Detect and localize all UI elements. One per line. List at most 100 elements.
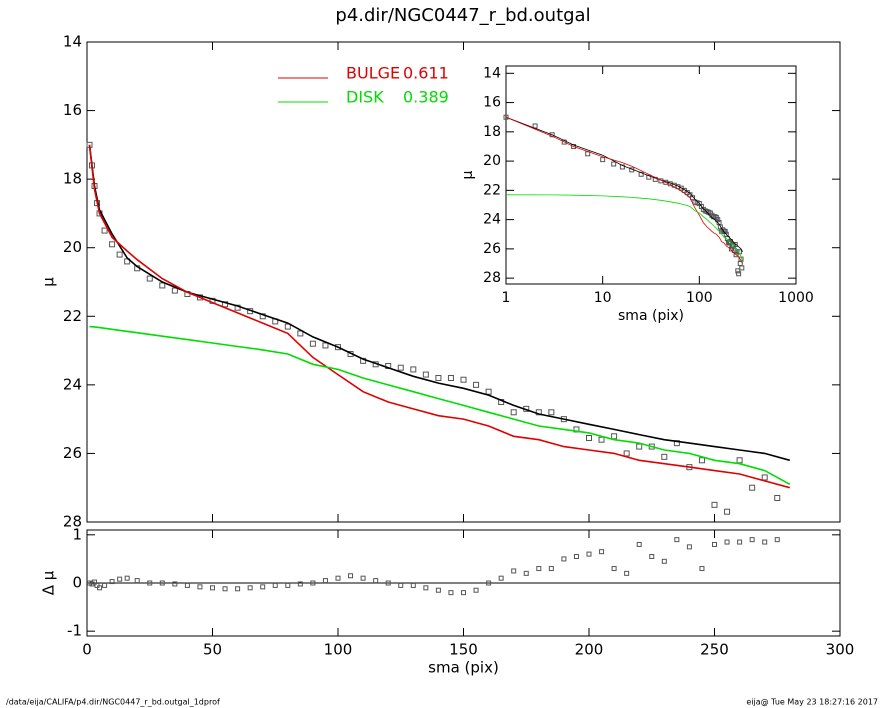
- residual-point: [398, 582, 404, 588]
- residual-point: [235, 586, 241, 592]
- data-point: [711, 501, 718, 508]
- data-point: [435, 375, 442, 381]
- residual-point: [147, 580, 153, 586]
- residual-point: [649, 554, 655, 559]
- residual-point: [335, 575, 341, 581]
- residual-point: [423, 585, 429, 591]
- y-tick-label: 14: [63, 33, 82, 51]
- residual-point: [373, 578, 379, 584]
- residual-point: [661, 558, 667, 564]
- y-tick-label: 24: [63, 375, 82, 393]
- residual-point: [686, 544, 692, 550]
- data-point: [101, 227, 108, 234]
- data-point: [422, 371, 429, 378]
- data-point: [611, 433, 618, 440]
- data-point: [736, 271, 742, 277]
- legend-name: BULGE: [346, 64, 400, 83]
- residual-point: [774, 537, 780, 543]
- x-axis-label: sma (pix): [428, 659, 499, 677]
- data-point: [549, 132, 555, 138]
- residual-point: [674, 537, 680, 543]
- residual-point: [92, 579, 98, 585]
- y-tick-label: 0: [72, 574, 82, 592]
- data-point: [297, 330, 304, 337]
- profile-line: [505, 116, 743, 264]
- residual-point: [322, 578, 328, 584]
- y-tick-label: 18: [63, 170, 82, 188]
- data-point: [736, 457, 743, 464]
- data-point: [561, 139, 567, 145]
- residual-point: [222, 586, 228, 592]
- data-point: [598, 436, 605, 443]
- data-point: [619, 164, 625, 170]
- data-point: [733, 252, 739, 258]
- profile-line: [88, 144, 791, 462]
- data-point: [661, 453, 668, 460]
- profile-line: [505, 116, 743, 252]
- data-point: [698, 457, 705, 464]
- data-point: [284, 323, 291, 330]
- legend-fraction: 0.611: [403, 64, 449, 83]
- footer-right: eija@ Tue May 23 18:27:16 2017: [746, 698, 878, 707]
- data-point: [732, 241, 738, 247]
- residual-point: [184, 582, 190, 588]
- y-tick-label: -1: [67, 622, 82, 640]
- data-point: [397, 364, 404, 371]
- residual-point: [197, 584, 203, 590]
- y-tick-label: 1: [72, 525, 82, 543]
- residual-point: [102, 582, 108, 588]
- data-point: [410, 366, 417, 373]
- y-tick-label: 18: [483, 124, 501, 140]
- data-point: [548, 409, 555, 416]
- y-axis-label: μ: [40, 277, 58, 287]
- data-point: [322, 342, 329, 349]
- x-tick-label: 0: [82, 641, 92, 659]
- residual-point: [172, 581, 178, 587]
- y-tick-label: 20: [63, 238, 82, 256]
- data-point: [761, 474, 768, 481]
- data-point: [636, 443, 643, 450]
- residual-point: [159, 580, 165, 586]
- residual-point: [97, 585, 103, 591]
- residual-point: [310, 580, 316, 586]
- data-point: [503, 114, 509, 120]
- residual-point: [285, 582, 291, 588]
- data-point: [611, 161, 617, 167]
- x-tick-label: 50: [203, 641, 222, 659]
- residual-point: [737, 539, 743, 545]
- x-tick-label: 1: [502, 290, 511, 306]
- data-point: [447, 375, 454, 381]
- residual-point: [272, 582, 278, 588]
- residual-point: [599, 549, 605, 555]
- y-tick-label: 24: [483, 212, 501, 228]
- x-tick-label: 1000: [778, 290, 814, 306]
- residual-point: [109, 579, 115, 585]
- data-point: [159, 282, 166, 289]
- x-tick-label: 100: [324, 641, 353, 659]
- residual-point: [247, 585, 253, 591]
- residual-point: [511, 568, 517, 574]
- data-point: [687, 192, 693, 198]
- data-point: [623, 450, 630, 457]
- x-tick-label: 150: [449, 641, 478, 659]
- data-point: [571, 143, 577, 149]
- legend-fraction: 0.389: [403, 88, 449, 107]
- residual-point: [435, 587, 441, 593]
- data-point: [739, 265, 745, 271]
- data-point: [485, 388, 492, 395]
- y-tick-label: 16: [63, 101, 82, 119]
- data-point: [460, 376, 467, 383]
- residual-point: [117, 576, 123, 582]
- residual-point: [297, 581, 303, 587]
- residual-point: [586, 551, 592, 557]
- data-point: [715, 217, 721, 223]
- data-point: [774, 495, 781, 501]
- y-tick-label: 26: [483, 241, 501, 257]
- residual-point: [134, 578, 140, 584]
- profile-line: [88, 144, 791, 489]
- residual-point: [360, 575, 366, 581]
- data-point: [309, 340, 316, 347]
- y-tick-label: 14: [483, 65, 501, 81]
- y-tick-label: 22: [63, 307, 82, 325]
- residual-point: [749, 537, 755, 543]
